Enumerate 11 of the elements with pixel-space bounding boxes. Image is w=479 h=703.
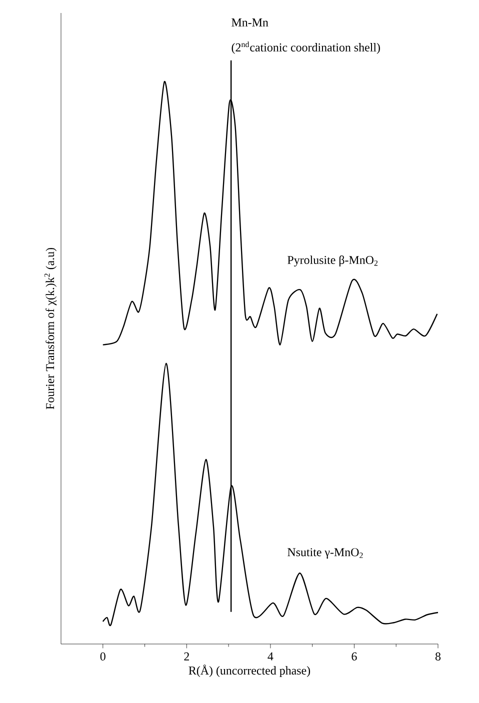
y-axis-title: Fourier Transform of χ(k.)k$^{2}$ (a.u) bbox=[44, 248, 57, 410]
x-tick-label: 2 bbox=[184, 652, 189, 660]
x-tick-label: 4 bbox=[268, 652, 274, 660]
series-label: Nsutite γ-MnO$_{2}$ bbox=[288, 548, 363, 559]
text: Mn-Mn bbox=[232, 18, 268, 26]
x-tick-label: 8 bbox=[435, 652, 441, 660]
x-axis-title: R(Å) (uncorrected phase) bbox=[188, 664, 310, 678]
ref-line-label: (2$^{nd}$cationic coordination shell) bbox=[232, 41, 380, 54]
x-tick-label: 0 bbox=[100, 652, 106, 660]
text: Pyrolusite β-MnO$_{2}$ bbox=[288, 256, 378, 267]
x-tick-label: 6 bbox=[352, 652, 357, 660]
